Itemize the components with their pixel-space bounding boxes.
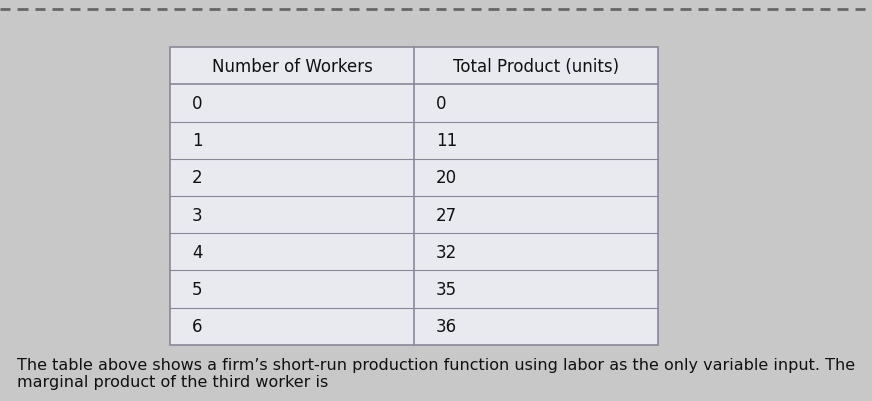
Text: 35: 35	[436, 280, 457, 298]
Text: 27: 27	[436, 206, 457, 224]
Text: Number of Workers: Number of Workers	[212, 58, 372, 76]
Text: 11: 11	[436, 132, 457, 150]
Text: 0: 0	[436, 95, 446, 113]
Text: 36: 36	[436, 317, 457, 335]
Text: 3: 3	[192, 206, 202, 224]
Text: 6: 6	[192, 317, 202, 335]
Text: 1: 1	[192, 132, 202, 150]
Text: 0: 0	[192, 95, 202, 113]
Text: 20: 20	[436, 169, 457, 187]
Bar	[170, 48, 658, 345]
Text: The table above shows a firm’s short-run production function using labor as the : The table above shows a firm’s short-run…	[17, 357, 855, 389]
Text: 4: 4	[192, 243, 202, 261]
Text: Total Product (units): Total Product (units)	[453, 58, 619, 76]
Text: 2: 2	[192, 169, 202, 187]
Text: 5: 5	[192, 280, 202, 298]
Text: 32: 32	[436, 243, 457, 261]
